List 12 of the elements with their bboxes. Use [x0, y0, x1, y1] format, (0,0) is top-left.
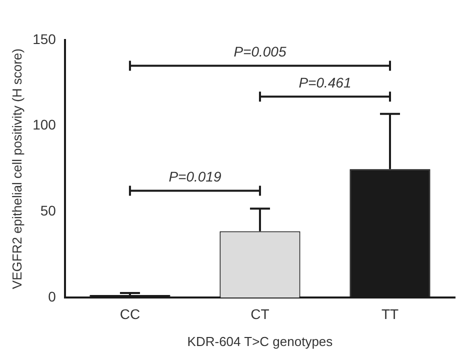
y-tick-label: 0 [48, 288, 56, 304]
annotation: P=0.019 [168, 168, 222, 185]
x-tick-label: TT [381, 306, 399, 322]
y-tick-label: 150 [32, 30, 56, 47]
y-tick-label: 50 [40, 202, 56, 219]
x-axis-title: KDR-604 T>C genotypes [187, 334, 334, 349]
annotation: P=0.005 [234, 44, 286, 60]
x-tick-label: CC [120, 306, 140, 322]
x-tick-label: CT [250, 306, 270, 322]
y-tick-label: 100 [32, 116, 56, 133]
annotation: P=0.461 [298, 74, 352, 91]
y-axis-title: VEGFR2 epithelial cell positivity (H score) [9, 48, 24, 290]
